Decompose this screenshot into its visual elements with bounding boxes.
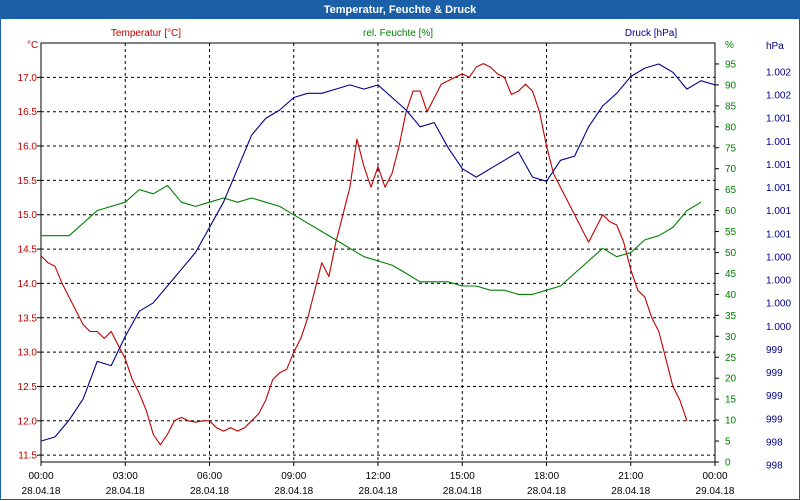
x-tick-label-date: 28.04.18 [443,486,482,497]
press-tick-label: 1.000 [766,252,791,263]
press-tick-label: 999 [766,391,783,402]
temp-tick-label: 13.5 [18,313,38,324]
humid-tick-label: 50 [725,248,737,259]
grid-layer [41,43,715,462]
press-tick-label: 999 [766,345,783,356]
press-tick-label: 1.001 [766,114,791,125]
humid-tick-label: 10 [725,416,737,427]
humid-unit-label: % [725,40,734,51]
x-tick-label-time: 21:00 [618,471,643,482]
humid-tick-label: 60 [725,206,737,217]
humid-tick-label: 40 [725,290,737,301]
humid-tick-label: 5 [725,437,731,448]
press-tick-label: 1.000 [766,276,791,287]
axis-layer [37,42,719,466]
x-tick-label-date: 28.04.18 [190,486,229,497]
x-tick-label-time: 06:00 [197,471,222,482]
temp-tick-label: 13.0 [18,348,38,359]
humid-tick-label: 15 [725,395,737,406]
x-tick-label-time: 15:00 [450,471,475,482]
x-tick-label-date: 28.04.18 [359,486,398,497]
humid-series-line [41,184,702,295]
press-tick-label: 1.001 [766,183,791,194]
humid-tick-label: 30 [725,332,737,343]
press-tick-label: 998 [766,437,783,448]
temp-tick-label: 16.5 [18,107,38,118]
temp-tick-label: 14.5 [18,245,38,256]
press-axis-title: Druck [hPa] [625,28,677,39]
humid-tick-label: 65 [725,185,737,196]
temp-tick-label: 15.5 [18,176,38,187]
humid-tick-label: 45 [725,269,737,280]
humid-tick-label: 90 [725,80,737,91]
humid-tick-label: 75 [725,143,737,154]
chart-title: Temperatur, Feuchte & Druck [1,1,799,19]
temp-tick-label: 11.5 [18,451,37,462]
press-tick-label: 1.001 [766,229,791,240]
press-tick-label: 1.000 [766,299,791,310]
temp-tick-label: 14.0 [18,279,38,290]
humid-tick-label: 70 [725,164,737,175]
humid-tick-label: 55 [725,227,737,238]
humid-tick-label: 25 [725,353,737,364]
humid-tick-label: 35 [725,311,737,322]
x-tick-label-date: 28.04.18 [22,486,61,497]
press-tick-label: 1.002 [766,68,791,79]
press-unit-label: hPa [766,41,784,52]
x-tick-label-date: 28.04.18 [527,486,566,497]
press-tick-label: 1.001 [766,137,791,148]
press-tick-label: 1.000 [766,322,791,333]
temp-tick-label: 12.0 [18,416,38,427]
humid-tick-label: 95 [725,59,737,70]
humid-axis-title: rel. Feuchte [%] [363,28,433,39]
press-tick-label: 1.002 [766,91,791,102]
temp-tick-label: 17.0 [18,73,38,84]
x-tick-label-time: 09:00 [281,471,306,482]
x-tick-label-date: 28.04.18 [106,486,145,497]
humid-tick-label: 80 [725,122,737,133]
press-tick-label: 1.001 [766,206,791,217]
humid-tick-label: 85 [725,101,737,112]
x-tick-label-time: 00:00 [702,471,727,482]
temp-tick-label: 16.0 [18,142,38,153]
x-tick-label-date: 28.04.18 [274,486,313,497]
humid-tick-label: 20 [725,374,737,385]
x-tick-label-date: 28.04.18 [611,486,650,497]
temp-series-line [40,63,688,446]
press-tick-label: 998 [766,461,783,472]
temp-tick-label: 15.0 [18,210,38,221]
press-tick-label: 1.001 [766,160,791,171]
press-series-line [40,63,716,442]
series-layer [40,63,716,446]
x-tick-label-time: 03:00 [113,471,138,482]
humid-tick-label: 0 [725,458,731,469]
temp-tick-label: 12.5 [18,382,38,393]
press-tick-label: 999 [766,368,783,379]
x-tick-label-date: 29.04.18 [696,486,735,497]
x-tick-label-time: 00:00 [28,471,53,482]
press-tick-label: 999 [766,414,783,425]
temp-unit-label: °C [27,40,38,51]
temp-axis-title: Temperatur [°C] [111,28,181,39]
x-tick-label-time: 18:00 [534,471,559,482]
label-layer: 00:00 28.04.18 03:00 28.04.18 06:00 28.04.18 0… [18,28,792,497]
x-tick-label-time: 12:00 [365,471,390,482]
